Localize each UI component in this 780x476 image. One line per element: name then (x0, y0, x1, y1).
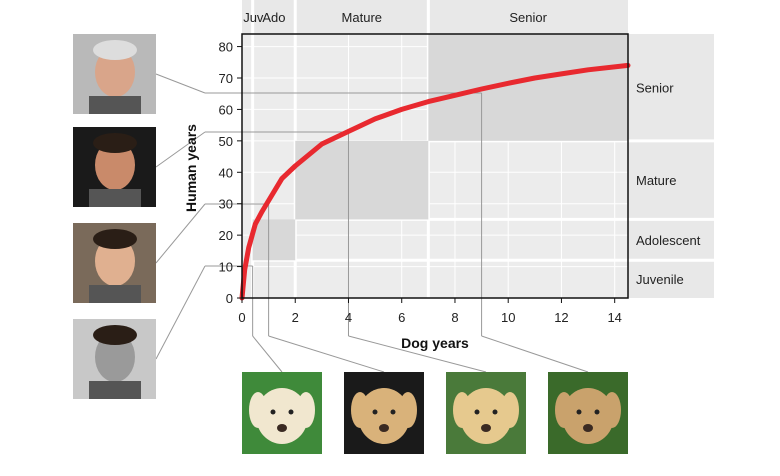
shoulders (89, 381, 141, 399)
x-tick-label: 14 (607, 310, 621, 325)
y-tick-label: 80 (219, 40, 233, 55)
side-stage-label: Juvenile (636, 272, 684, 287)
x-tick-label: 8 (451, 310, 458, 325)
shoulders (89, 96, 141, 114)
dog-ear-right (603, 392, 621, 428)
dog-photo-link (348, 335, 487, 373)
human-photo-mature (73, 127, 156, 207)
dog-eye (390, 409, 396, 415)
stage-blocks (252, 34, 628, 261)
dog-nose (277, 424, 287, 432)
face (95, 332, 135, 382)
side-stage-band (628, 34, 714, 298)
dog-eye (492, 409, 498, 415)
dog-head (256, 388, 308, 444)
x-tick-label: 6 (398, 310, 405, 325)
y-axis-title: Human years (183, 124, 199, 212)
dog-photo-link (268, 335, 385, 373)
dog-head (562, 388, 614, 444)
dog-ear-right (501, 392, 519, 428)
age-curve (239, 62, 631, 301)
human-photo-juvenile (73, 319, 156, 399)
dog-photo-link (252, 335, 283, 373)
dog-ear-left (351, 392, 369, 428)
human-photo-link (155, 73, 206, 94)
dog-photo-young (344, 372, 424, 454)
dog-eye (288, 409, 294, 415)
x-tick-label: 0 (238, 310, 245, 325)
stage-block (428, 34, 628, 141)
x-tick-label: 2 (292, 310, 299, 325)
top-stage-label: Senior (509, 10, 547, 25)
dog-photo-puppy (242, 372, 322, 454)
x-tick-label: 10 (501, 310, 515, 325)
dog-photo-adult (446, 372, 526, 454)
y-tick-label: 70 (219, 71, 233, 86)
y-tick-label: 60 (219, 102, 233, 117)
human-photo-adolescent (73, 223, 156, 303)
human-photo-link (155, 131, 206, 168)
face (95, 47, 135, 97)
y-tick-label: 40 (219, 165, 233, 180)
dog-nose (379, 424, 389, 432)
human-photo-link (155, 203, 206, 264)
side-stage-label: Mature (636, 173, 676, 188)
hair (93, 133, 137, 153)
dog-ear-right (399, 392, 417, 428)
y-tick-label: 0 (226, 291, 233, 306)
top-stage-label: Juv (243, 10, 264, 25)
shoulders (89, 189, 141, 207)
dog-ear-right (297, 392, 315, 428)
top-stage-label: Ado (262, 10, 285, 25)
side-stage-label: Senior (636, 80, 674, 95)
y-tick-label: 30 (219, 197, 233, 212)
age-curve-line (239, 62, 631, 301)
axes: 0 10 20 30 40 50 60 70 80 0 2 4 6 8 10 12 14 (219, 33, 629, 325)
dog-eye (576, 409, 582, 415)
x-tick-label: 4 (345, 310, 352, 325)
plot-frame (241, 33, 629, 299)
dog-eye (270, 409, 276, 415)
face (95, 236, 135, 286)
top-stage-label: Mature (342, 10, 382, 25)
stage-labels: Juv Juvenile Ado Adolescent Mature Mature Seni… (243, 10, 701, 287)
y-tick-label: 20 (219, 228, 233, 243)
hair (93, 229, 137, 249)
top-stage-band (242, 0, 628, 34)
stage-block (295, 140, 429, 220)
dog-eye (474, 409, 480, 415)
y-tick-label: 10 (219, 260, 233, 275)
dog-ear-left (249, 392, 267, 428)
dog-photo-old (548, 372, 628, 454)
dog-ear-left (555, 392, 573, 428)
dog-eye (594, 409, 600, 415)
human-photo-senior (73, 34, 156, 114)
face (95, 140, 135, 190)
dog-ear-left (453, 392, 471, 428)
dog-nose (481, 424, 491, 432)
dog-head (460, 388, 512, 444)
x-axis-title: Dog years (401, 335, 469, 351)
dog-head (358, 388, 410, 444)
x-tick-label: 12 (554, 310, 568, 325)
hair (93, 325, 137, 345)
dog-photo-link (481, 335, 589, 373)
y-tick-label: 50 (219, 134, 233, 149)
photos (73, 34, 628, 454)
stage-block (252, 219, 296, 261)
shoulders (89, 285, 141, 303)
dog-nose (583, 424, 593, 432)
side-stage-label: Adolescent (636, 233, 701, 248)
human-photo-link (155, 265, 206, 360)
dog-eye (372, 409, 378, 415)
hair (93, 40, 137, 60)
